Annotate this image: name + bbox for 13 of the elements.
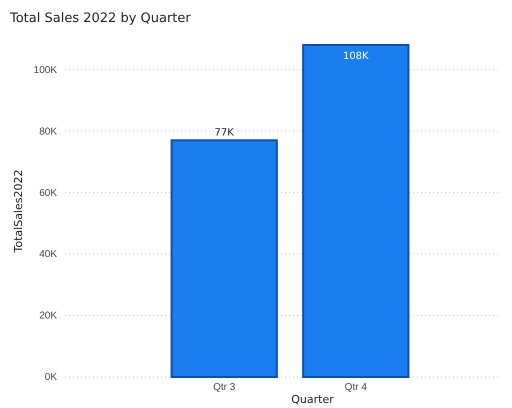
y-tick-label: 100K: [34, 64, 58, 76]
x-tick-label: Qtr 4: [344, 382, 368, 394]
y-tick-label: 40K: [39, 249, 58, 260]
data-label: 77K: [214, 127, 234, 138]
y-tick-label: 20K: [39, 310, 58, 322]
y-axis-title: TotalSales2022: [12, 170, 25, 254]
chart-title: Total Sales 2022 by Quarter: [9, 11, 192, 26]
x-tick-label: Qtr 3: [213, 382, 236, 394]
y-tick-label: 80K: [39, 126, 58, 138]
x-axis-title: Quarter: [291, 393, 334, 406]
data-label: 108K: [342, 51, 370, 62]
y-tick-label: 60K: [39, 188, 58, 199]
y-tick-label: 0K: [44, 372, 58, 384]
